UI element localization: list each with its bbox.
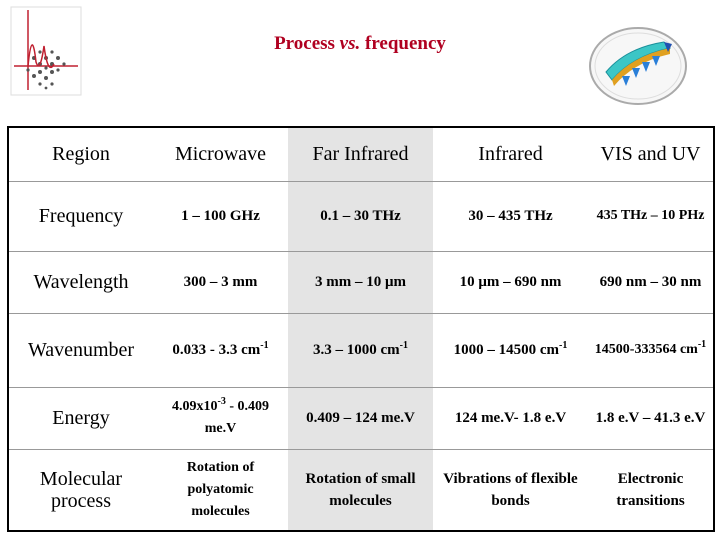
table-row: Wavelength 300 – 3 mm 3 mm – 10 μm 10 μm…	[8, 251, 714, 314]
table-cell: 0.033 - 3.3 cm-1	[153, 313, 288, 388]
header-region: Region	[8, 127, 153, 182]
table-cell: Vibrations of flexible bonds	[443, 470, 578, 509]
table-row: Molecular process Rotation of polyatomic…	[8, 449, 714, 531]
row-label: Molecular process	[39, 467, 123, 512]
table-cell: 1 – 100 GHz	[153, 181, 288, 252]
row-label: Wavelength	[8, 251, 153, 314]
table-cell: 690 nm – 30 nm	[588, 251, 714, 314]
molecule-ring-logo	[589, 27, 687, 105]
header-far-infrared: Far Infrared	[288, 127, 433, 182]
table-cell: 4.09x10-3 - 0.409 me.V	[153, 387, 288, 450]
table-cell: 3 mm – 10 μm	[288, 251, 433, 314]
table-cell: 124 me.V- 1.8 e.V	[433, 387, 588, 450]
row-label: Energy	[8, 387, 153, 450]
table-row: Frequency 1 – 100 GHz 0.1 – 30 THz 30 – …	[8, 181, 714, 252]
title-main: Process	[274, 33, 335, 54]
table-cell: 300 – 3 mm	[153, 251, 288, 314]
table-cell: 1.8 e.V – 41.3 e.V	[588, 387, 714, 450]
table-cell: 0.1 – 30 THz	[288, 181, 433, 252]
row-label: Wavenumber	[8, 313, 153, 388]
table-cell: Electronic transitions	[616, 470, 685, 509]
table-cell: 10 μm – 690 nm	[433, 251, 588, 314]
table-cell: Rotation of polyatomic molecules	[186, 459, 255, 519]
title-rest: frequency	[365, 33, 446, 54]
table-cell: Rotation of small molecules	[288, 449, 433, 531]
header-microwave: Microwave	[153, 127, 288, 182]
table-cell: 14500-333564 cm-1	[588, 313, 714, 388]
header-infrared: Infrared	[433, 127, 588, 182]
table-cell: 0.409 – 124 me.V	[288, 387, 433, 450]
page-title: Process vs. frequency	[0, 33, 720, 55]
table-cell: 1000 – 14500 cm-1	[433, 313, 588, 388]
process-frequency-table: Region Microwave Far Infrared Infrared V…	[7, 126, 715, 532]
header-row: Region Microwave Far Infrared Infrared V…	[8, 127, 714, 182]
header-vis-uv: VIS and UV	[588, 127, 714, 182]
table-row: Energy 4.09x10-3 - 0.409 me.V 0.409 – 12…	[8, 387, 714, 450]
table-cell: 435 THz – 10 PHz	[588, 181, 714, 252]
table-row: Wavenumber 0.033 - 3.3 cm-1 3.3 – 1000 c…	[8, 313, 714, 388]
row-label: Frequency	[8, 181, 153, 252]
table-cell: 30 – 435 THz	[433, 181, 588, 252]
table-cell: 3.3 – 1000 cm-1	[288, 313, 433, 388]
title-vs: vs.	[339, 33, 361, 54]
institution-logo	[10, 6, 82, 96]
